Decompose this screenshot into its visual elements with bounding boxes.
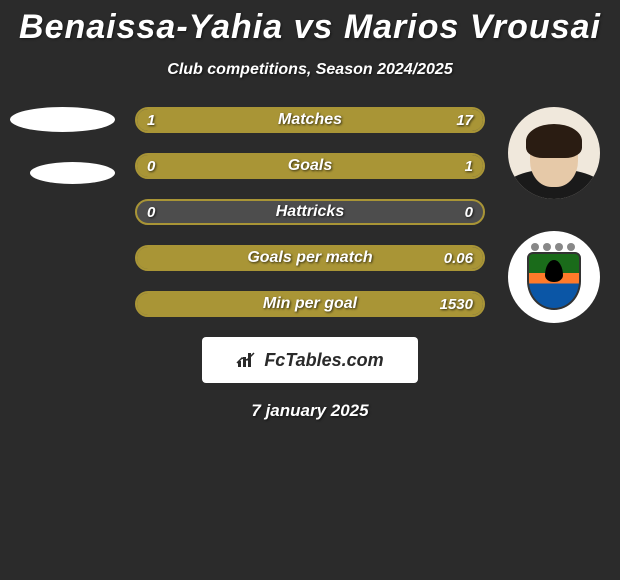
stat-value-right: 0 <box>455 201 483 223</box>
bar-fill-right <box>137 293 483 315</box>
bar-fill-right <box>137 155 483 177</box>
stat-row: 0.06Goals per match <box>135 245 485 271</box>
player-right-avatar <box>508 107 600 199</box>
player-left-placeholder-2 <box>30 162 115 184</box>
player-right-column <box>500 107 610 323</box>
stat-label: Hattricks <box>137 201 483 223</box>
bar-fill-left <box>137 109 158 131</box>
bar-chart-icon <box>236 351 258 369</box>
player-left-placeholder-1 <box>10 107 115 132</box>
comparison-panel: 117Matches 01Goals 0 0Hattricks 0.06Goals pe… <box>0 107 620 421</box>
snapshot-date: 7 january 2025 <box>0 401 620 421</box>
player-left-column <box>10 107 120 214</box>
bar-fill-right <box>158 109 483 131</box>
bar-fill-right <box>137 247 483 269</box>
fctables-logo: FcTables.com <box>202 337 418 383</box>
stat-row: 1530Min per goal <box>135 291 485 317</box>
stat-row: 01Goals <box>135 153 485 179</box>
subtitle: Club competitions, Season 2024/2025 <box>0 61 620 79</box>
logo-text: FcTables.com <box>264 350 383 371</box>
stat-row: 117Matches <box>135 107 485 133</box>
stat-row: 0 0Hattricks <box>135 199 485 225</box>
page-title: Benaissa-Yahia vs Marios Vrousai <box>0 0 620 47</box>
club-right-crest <box>508 231 600 323</box>
stat-bars: 117Matches 01Goals 0 0Hattricks 0.06Goals pe… <box>135 107 485 317</box>
stat-value-left: 0 <box>137 201 165 223</box>
